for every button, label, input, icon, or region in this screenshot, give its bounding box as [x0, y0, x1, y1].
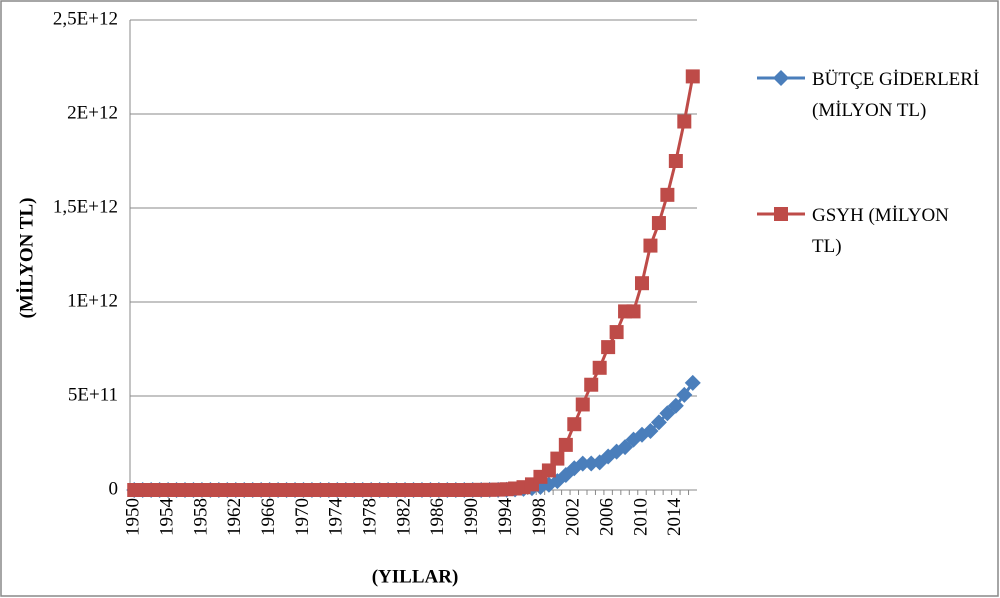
- data-point: [642, 422, 659, 439]
- y-axis-label: (MİLYON TL): [16, 198, 37, 319]
- data-point: [626, 304, 641, 319]
- data-point: [634, 276, 649, 291]
- x-tick-label: 1974: [326, 498, 347, 537]
- x-tick-label: 1970: [292, 498, 313, 536]
- y-tick-label: 2E+12: [67, 102, 118, 123]
- data-point: [651, 216, 666, 231]
- x-tick-label: 1978: [360, 498, 381, 536]
- x-tick-label: 1958: [190, 498, 211, 536]
- data-point: [584, 377, 599, 392]
- legend-label: GSYH (MİLYON TL): [812, 205, 949, 257]
- data-point: [574, 455, 591, 472]
- y-tick-label: 1E+12: [67, 290, 118, 311]
- x-axis-label: (YILLAR): [372, 566, 459, 587]
- data-point: [685, 69, 700, 84]
- x-tick-label: 1954: [156, 498, 177, 537]
- x-tick-label: 1998: [529, 498, 550, 536]
- x-tick-label: 2010: [630, 498, 651, 536]
- data-point: [677, 114, 692, 129]
- legend-marker: [773, 70, 789, 86]
- data-point: [650, 414, 667, 431]
- data-point: [643, 238, 658, 253]
- y-tick-label: 0: [109, 478, 119, 499]
- data-point: [676, 386, 693, 403]
- data-point: [558, 437, 573, 452]
- x-tick-label: 2006: [597, 498, 618, 536]
- x-tick-label: 2002: [563, 498, 584, 536]
- x-tick-label: 1962: [224, 498, 245, 536]
- data-point: [667, 397, 684, 414]
- data-point: [592, 360, 607, 375]
- x-tick-label: 1982: [393, 498, 414, 536]
- legend-label: BÜTÇE GİDERLERİ (MİLYON TL): [812, 69, 980, 121]
- x-tick-label: 1950: [123, 498, 144, 536]
- data-point: [550, 451, 565, 466]
- data-point: [609, 325, 624, 340]
- data-point: [684, 374, 701, 391]
- data-point: [668, 154, 683, 168]
- x-tick-label: 1994: [495, 498, 516, 537]
- data-point: [575, 397, 590, 412]
- data-point: [601, 340, 616, 355]
- x-tick-label: 2014: [664, 498, 685, 537]
- y-tick-label: 5E+11: [68, 384, 118, 405]
- x-tick-label: 1986: [427, 498, 448, 536]
- legend-marker: [774, 207, 788, 221]
- y-tick-label: 2,5E+12: [53, 8, 118, 29]
- data-point: [567, 417, 582, 432]
- x-tick-label: 1990: [461, 498, 482, 536]
- data-point: [541, 463, 556, 478]
- y-tick-label: 1,5E+12: [53, 196, 118, 217]
- data-point: [660, 187, 675, 202]
- x-tick-label: 1966: [258, 498, 279, 536]
